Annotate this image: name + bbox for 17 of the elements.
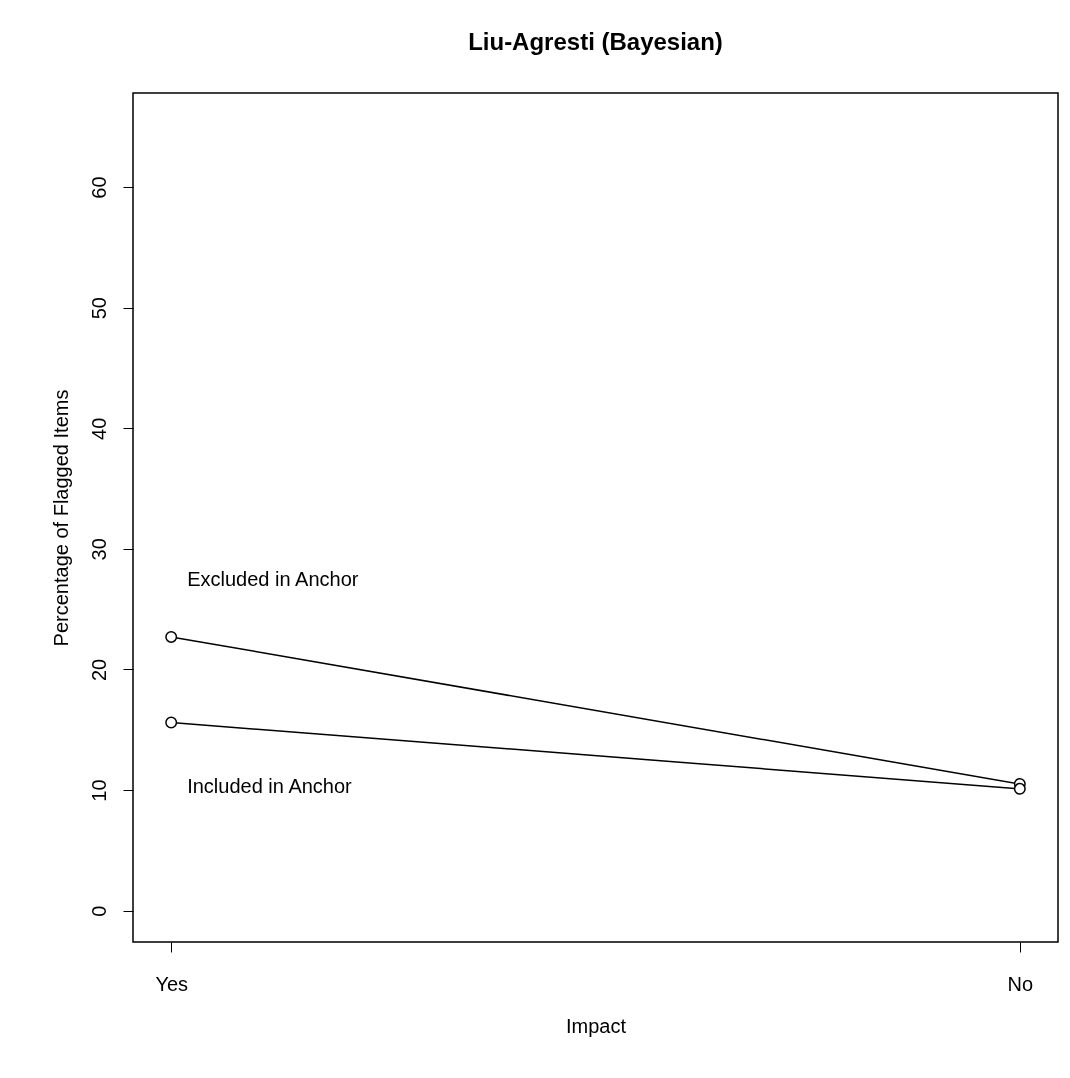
- y-tick-label: 40: [87, 417, 110, 440]
- y-tick-label: 20: [87, 658, 110, 682]
- point: [165, 630, 178, 643]
- x-tick-label: Yes: [155, 972, 189, 995]
- text: Excluded in Anchor: [187, 567, 359, 590]
- point: [1013, 782, 1026, 795]
- x-axis-title: Impact: [565, 1014, 627, 1037]
- series-label: Included in Anchor: [187, 774, 353, 797]
- chart-title: Liu-Agresti (Bayesian): [468, 28, 723, 55]
- y-axis-title: Percentage of Flagged Items: [49, 389, 72, 647]
- x-tick-label: No: [1007, 972, 1034, 995]
- y-tick-label: 10: [87, 779, 110, 802]
- y-tick-label: 50: [87, 297, 110, 320]
- y-tick-label: 60: [87, 176, 110, 199]
- y-tick-label: 30: [87, 538, 110, 561]
- point: [165, 716, 178, 729]
- y-tick-label: 0: [87, 905, 110, 917]
